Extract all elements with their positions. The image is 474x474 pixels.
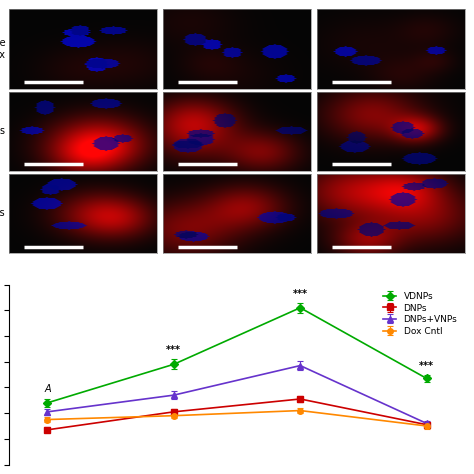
Text: ***: *** bbox=[293, 289, 308, 299]
Y-axis label: DNPs: DNPs bbox=[0, 126, 5, 136]
Text: ***: *** bbox=[166, 345, 181, 356]
Legend: VDNPs, DNPs, DNPs+VNPs, Dox Cntl: VDNPs, DNPs, DNPs+VNPs, Dox Cntl bbox=[380, 289, 460, 339]
Text: A: A bbox=[44, 384, 51, 394]
Y-axis label: Free
Dox: Free Dox bbox=[0, 38, 5, 60]
Y-axis label: VDNPs: VDNPs bbox=[0, 209, 5, 219]
Text: ***: *** bbox=[419, 361, 434, 371]
